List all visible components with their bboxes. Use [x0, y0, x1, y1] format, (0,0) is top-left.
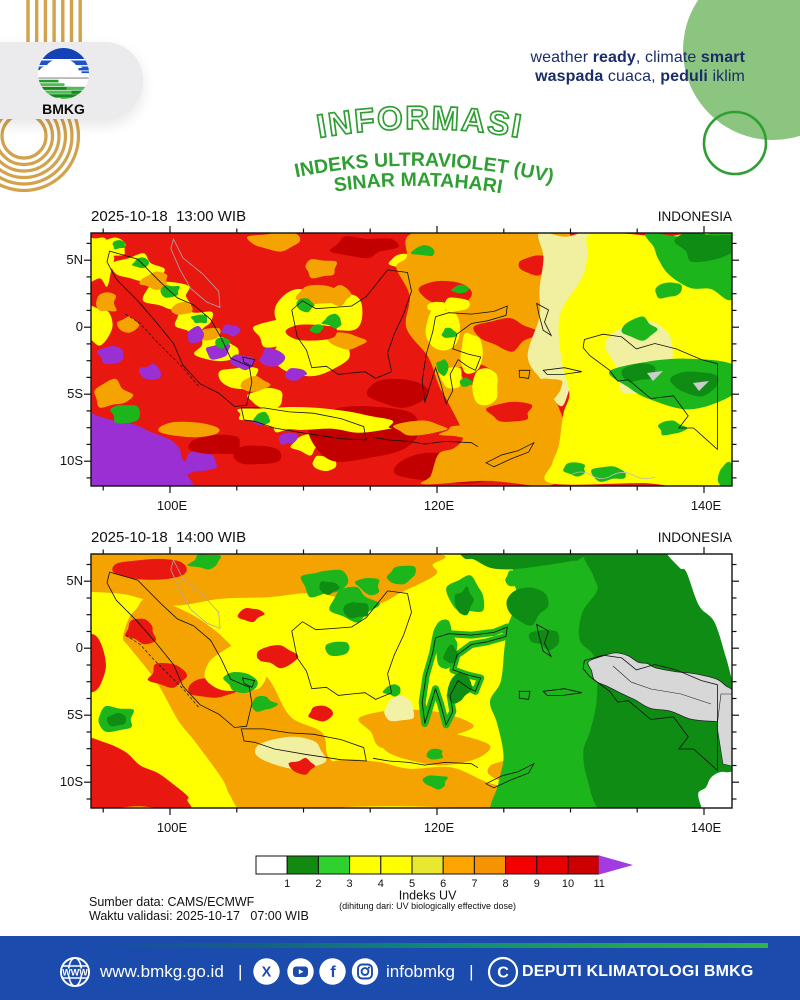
- svg-text:f: f: [330, 964, 336, 981]
- svg-text:1: 1: [284, 878, 290, 890]
- svg-text:2: 2: [315, 878, 321, 890]
- svg-text:INFORMASI: INFORMASI: [314, 99, 526, 145]
- svg-text:3: 3: [347, 878, 353, 890]
- svg-text:WWW: WWW: [62, 968, 88, 978]
- svg-text:8: 8: [503, 878, 509, 890]
- svg-text:7: 7: [471, 878, 477, 890]
- svg-text:C: C: [497, 965, 509, 982]
- svg-text:10: 10: [562, 878, 574, 890]
- svg-text:X: X: [262, 965, 272, 981]
- svg-text:6: 6: [440, 878, 446, 890]
- svg-text:BMKG: BMKG: [42, 101, 85, 117]
- svg-text:4: 4: [378, 878, 384, 890]
- svg-text:(dihitung dari: UV biologicall: (dihitung dari: UV biologically effectiv…: [339, 901, 516, 911]
- svg-text:11: 11: [593, 878, 604, 890]
- svg-text:SINAR MATAHARI: SINAR MATAHARI: [332, 169, 504, 198]
- svg-text:5: 5: [409, 878, 415, 890]
- svg-text:9: 9: [534, 878, 540, 890]
- svg-text:Indeks UV: Indeks UV: [399, 889, 457, 903]
